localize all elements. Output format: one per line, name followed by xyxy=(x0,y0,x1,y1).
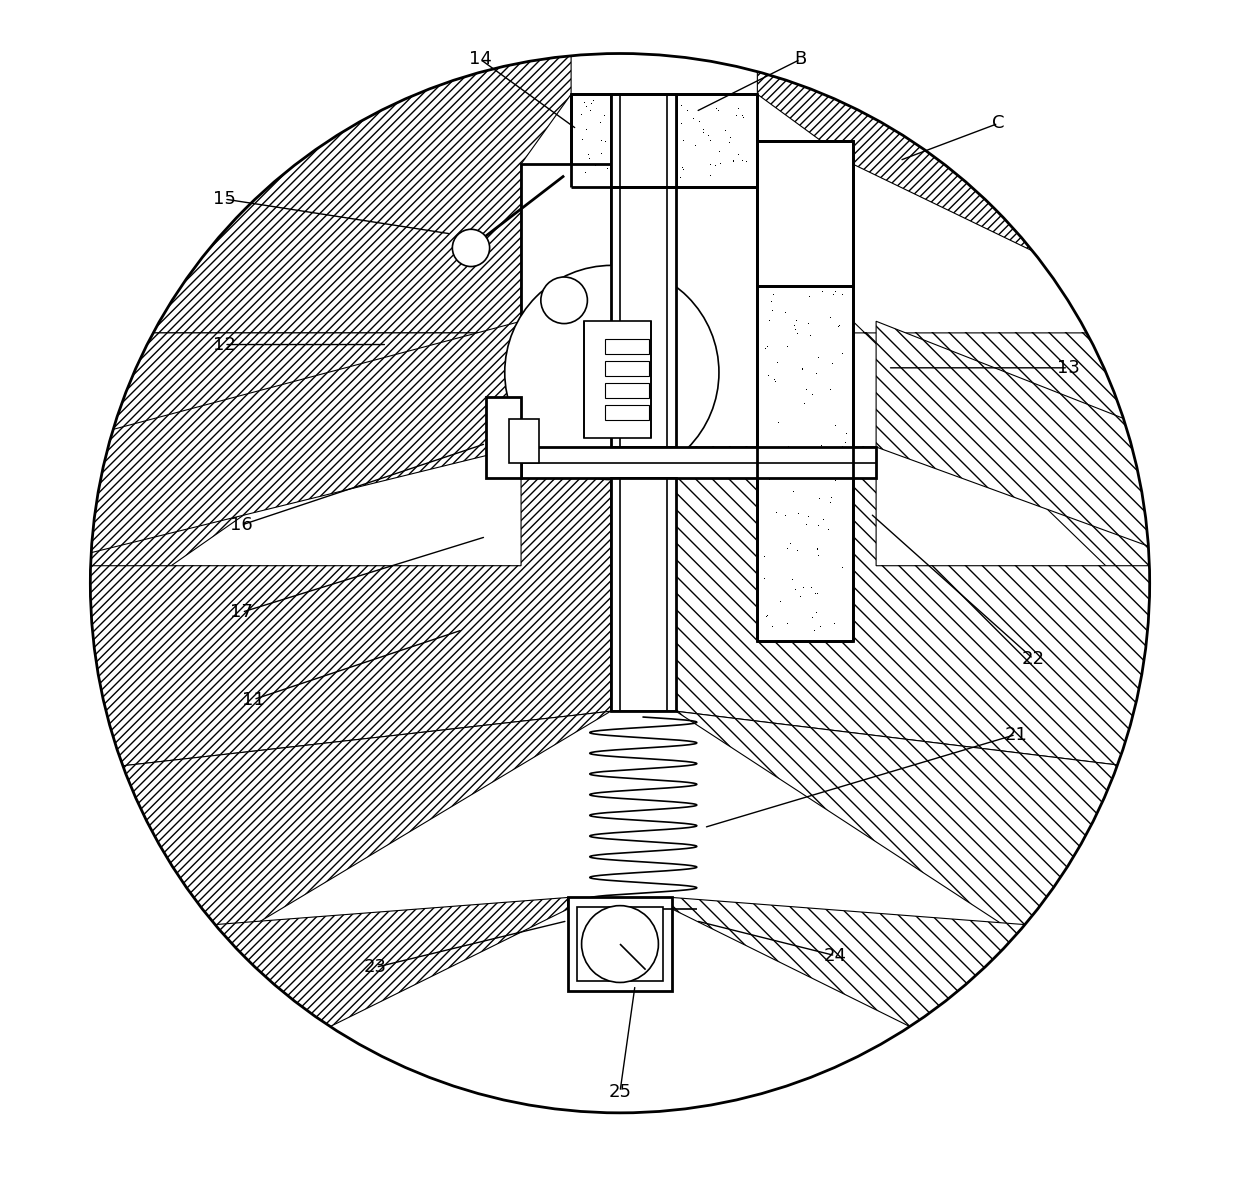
Bar xyxy=(610,478,676,712)
Polygon shape xyxy=(38,322,521,565)
Circle shape xyxy=(453,230,490,266)
Text: B: B xyxy=(795,51,806,68)
Text: 17: 17 xyxy=(231,603,253,621)
Bar xyxy=(568,898,672,991)
Circle shape xyxy=(505,265,719,479)
Circle shape xyxy=(541,277,588,324)
Bar xyxy=(758,141,853,641)
Polygon shape xyxy=(38,898,568,1171)
Bar xyxy=(605,360,649,376)
Circle shape xyxy=(582,906,658,982)
Polygon shape xyxy=(38,446,610,775)
Polygon shape xyxy=(672,898,1202,1171)
Polygon shape xyxy=(877,322,1202,565)
Text: 22: 22 xyxy=(1022,650,1045,668)
Bar xyxy=(521,164,610,322)
Bar xyxy=(605,405,649,421)
Polygon shape xyxy=(676,712,1202,1054)
Text: 23: 23 xyxy=(365,959,387,977)
Polygon shape xyxy=(853,322,1202,659)
Text: 12: 12 xyxy=(213,336,236,353)
Bar xyxy=(510,419,538,463)
Text: 25: 25 xyxy=(609,1083,631,1101)
Bar xyxy=(610,94,676,187)
Bar xyxy=(605,339,649,353)
Bar xyxy=(610,187,676,446)
Bar xyxy=(584,322,651,438)
Polygon shape xyxy=(38,7,572,333)
Polygon shape xyxy=(676,446,1202,775)
Text: 11: 11 xyxy=(242,690,264,709)
Text: 16: 16 xyxy=(231,516,253,534)
Text: 24: 24 xyxy=(823,947,847,965)
Polygon shape xyxy=(38,322,521,659)
Bar xyxy=(577,907,663,981)
Bar xyxy=(572,94,758,187)
Text: 15: 15 xyxy=(213,190,236,209)
Bar xyxy=(521,446,877,478)
Polygon shape xyxy=(38,712,610,1054)
Polygon shape xyxy=(758,7,1202,333)
Bar xyxy=(486,397,521,478)
Text: 13: 13 xyxy=(1056,359,1080,377)
Text: 21: 21 xyxy=(1004,726,1027,743)
Bar xyxy=(758,141,853,286)
Text: 14: 14 xyxy=(469,51,492,68)
Text: C: C xyxy=(992,114,1004,132)
Bar xyxy=(605,383,649,398)
